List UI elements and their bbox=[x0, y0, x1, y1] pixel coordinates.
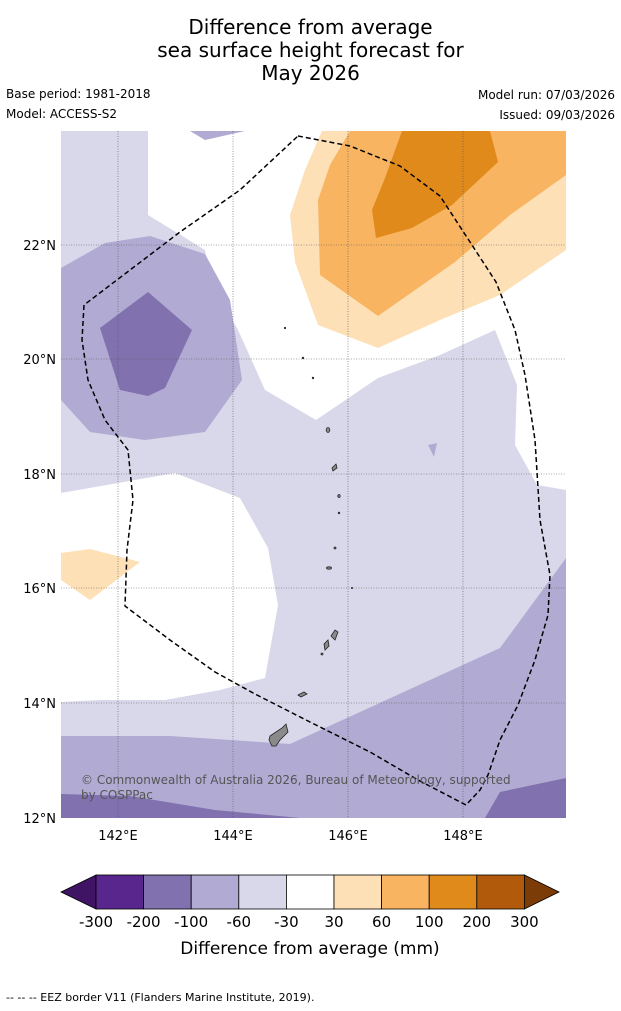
lon-label-146: 146°E bbox=[328, 829, 368, 844]
islands bbox=[268, 326, 353, 747]
colorbar-tick-300: 300 bbox=[510, 913, 539, 931]
colorbar-bin-neg-200-100 bbox=[143, 874, 192, 910]
issued-date: Issued: 09/03/2026 bbox=[499, 108, 615, 122]
island-tinian bbox=[323, 639, 330, 651]
title-line-1: Difference from average bbox=[188, 15, 433, 39]
colorbar-bin-neg-30-30 bbox=[285, 874, 335, 910]
colorbar-tick-neg-100: -100 bbox=[174, 913, 208, 931]
colorbar-tick-neg-200: -200 bbox=[127, 913, 161, 931]
colorbar-bin-100-200 bbox=[428, 874, 478, 910]
colorbar-tick-neg-300: -300 bbox=[79, 913, 113, 931]
colorbar-bin-neg-100-60 bbox=[190, 874, 240, 910]
lat-label-16: 16°N bbox=[23, 582, 56, 597]
eez-border-line bbox=[81, 135, 551, 806]
island-asuncion bbox=[311, 376, 315, 380]
latitude-labels: 22°N 20°N 18°N 16°N 14°N 12°N bbox=[23, 239, 56, 827]
anomaly-fill-neg-60-100-south bbox=[61, 558, 566, 818]
island-farallon-de-medinilla bbox=[320, 652, 324, 656]
colorbar-bin-60-100 bbox=[381, 874, 430, 910]
anomaly-fill-neg-100-200-west bbox=[100, 292, 192, 396]
colorbar-ticks: -300 -200 -100 -60 -30 30 60 100 200 300 bbox=[79, 913, 539, 931]
colorbar-bin-neg-60-30 bbox=[238, 874, 287, 910]
island-anatahan bbox=[326, 566, 332, 570]
colorbar bbox=[60, 874, 560, 910]
gridlines bbox=[61, 131, 566, 818]
anomaly-fill-60-100 bbox=[318, 131, 566, 316]
title-line-3: May 2026 bbox=[261, 61, 360, 85]
island-rota bbox=[297, 691, 308, 698]
colorbar-tick-neg-60: -60 bbox=[227, 913, 252, 931]
lat-label-22: 22°N bbox=[23, 239, 56, 254]
anomaly-fill-neg-100-200-south bbox=[61, 794, 300, 818]
base-period: Base period: 1981-2018 bbox=[6, 87, 151, 101]
chart-title: Difference from average sea surface heig… bbox=[0, 16, 621, 85]
anomaly-fill-100-200 bbox=[372, 131, 498, 238]
colorbar-bin-neg-300-200 bbox=[95, 874, 144, 910]
anomaly-fill-neg-60-100-top bbox=[190, 131, 245, 140]
colorbar-tick-30: 30 bbox=[324, 913, 343, 931]
colorbar-bin-200-300 bbox=[476, 874, 525, 910]
colorbar-extend-low bbox=[60, 874, 97, 910]
lat-label-18: 18°N bbox=[23, 468, 56, 483]
colorbar-label: Difference from average (mm) bbox=[180, 939, 439, 959]
copyright-credit-line-2: by COSPPac bbox=[81, 788, 153, 802]
neutral-region-west bbox=[61, 473, 278, 702]
island-agrihan bbox=[325, 427, 331, 433]
lon-label-144: 144°E bbox=[213, 829, 253, 844]
model-run: Model run: 07/03/2026 bbox=[477, 88, 615, 102]
anomaly-fill-neg-60-100-small bbox=[428, 443, 437, 457]
anomaly-fill-neg-100-200-southeast bbox=[485, 778, 566, 818]
island-sarigan bbox=[333, 546, 337, 550]
island-farallon-de-pajaros bbox=[283, 326, 287, 330]
eez-legend-footer: -- -- -- EEZ border V11 (Flanders Marine… bbox=[6, 991, 315, 1004]
longitude-labels: 142°E 144°E 146°E 148°E bbox=[98, 829, 483, 844]
lon-label-142: 142°E bbox=[98, 829, 138, 844]
island-pagan bbox=[331, 463, 338, 472]
island-saipan bbox=[330, 629, 339, 641]
lat-label-14: 14°N bbox=[23, 697, 56, 712]
island-guguan bbox=[337, 511, 341, 515]
colorbar-tick-neg-30: -30 bbox=[274, 913, 299, 931]
colorbar-tick-200: 200 bbox=[462, 913, 491, 931]
colorbar-tick-100: 100 bbox=[415, 913, 444, 931]
colorbar-extend-high bbox=[524, 874, 560, 910]
island-guam bbox=[268, 723, 289, 747]
lon-label-148: 148°E bbox=[443, 829, 483, 844]
title-line-2: sea surface height forecast for bbox=[157, 38, 464, 62]
colorbar-tick-60: 60 bbox=[372, 913, 391, 931]
island-alamagan bbox=[337, 494, 341, 498]
lat-label-12: 12°N bbox=[23, 812, 56, 827]
forecast-map: © Commonwealth of Australia 2026, Bureau… bbox=[23, 131, 566, 959]
island-small-east bbox=[350, 587, 353, 590]
colorbar-bin-30-60 bbox=[333, 874, 382, 910]
copyright-credit-line-1: © Commonwealth of Australia 2026, Bureau… bbox=[81, 773, 511, 787]
model-name: Model: ACCESS-S2 bbox=[6, 107, 118, 121]
map-area: © Commonwealth of Australia 2026, Bureau… bbox=[61, 131, 566, 818]
island-maug bbox=[301, 356, 305, 360]
lat-label-20: 20°N bbox=[23, 353, 56, 368]
anomaly-fill-west-30-60 bbox=[61, 549, 140, 600]
